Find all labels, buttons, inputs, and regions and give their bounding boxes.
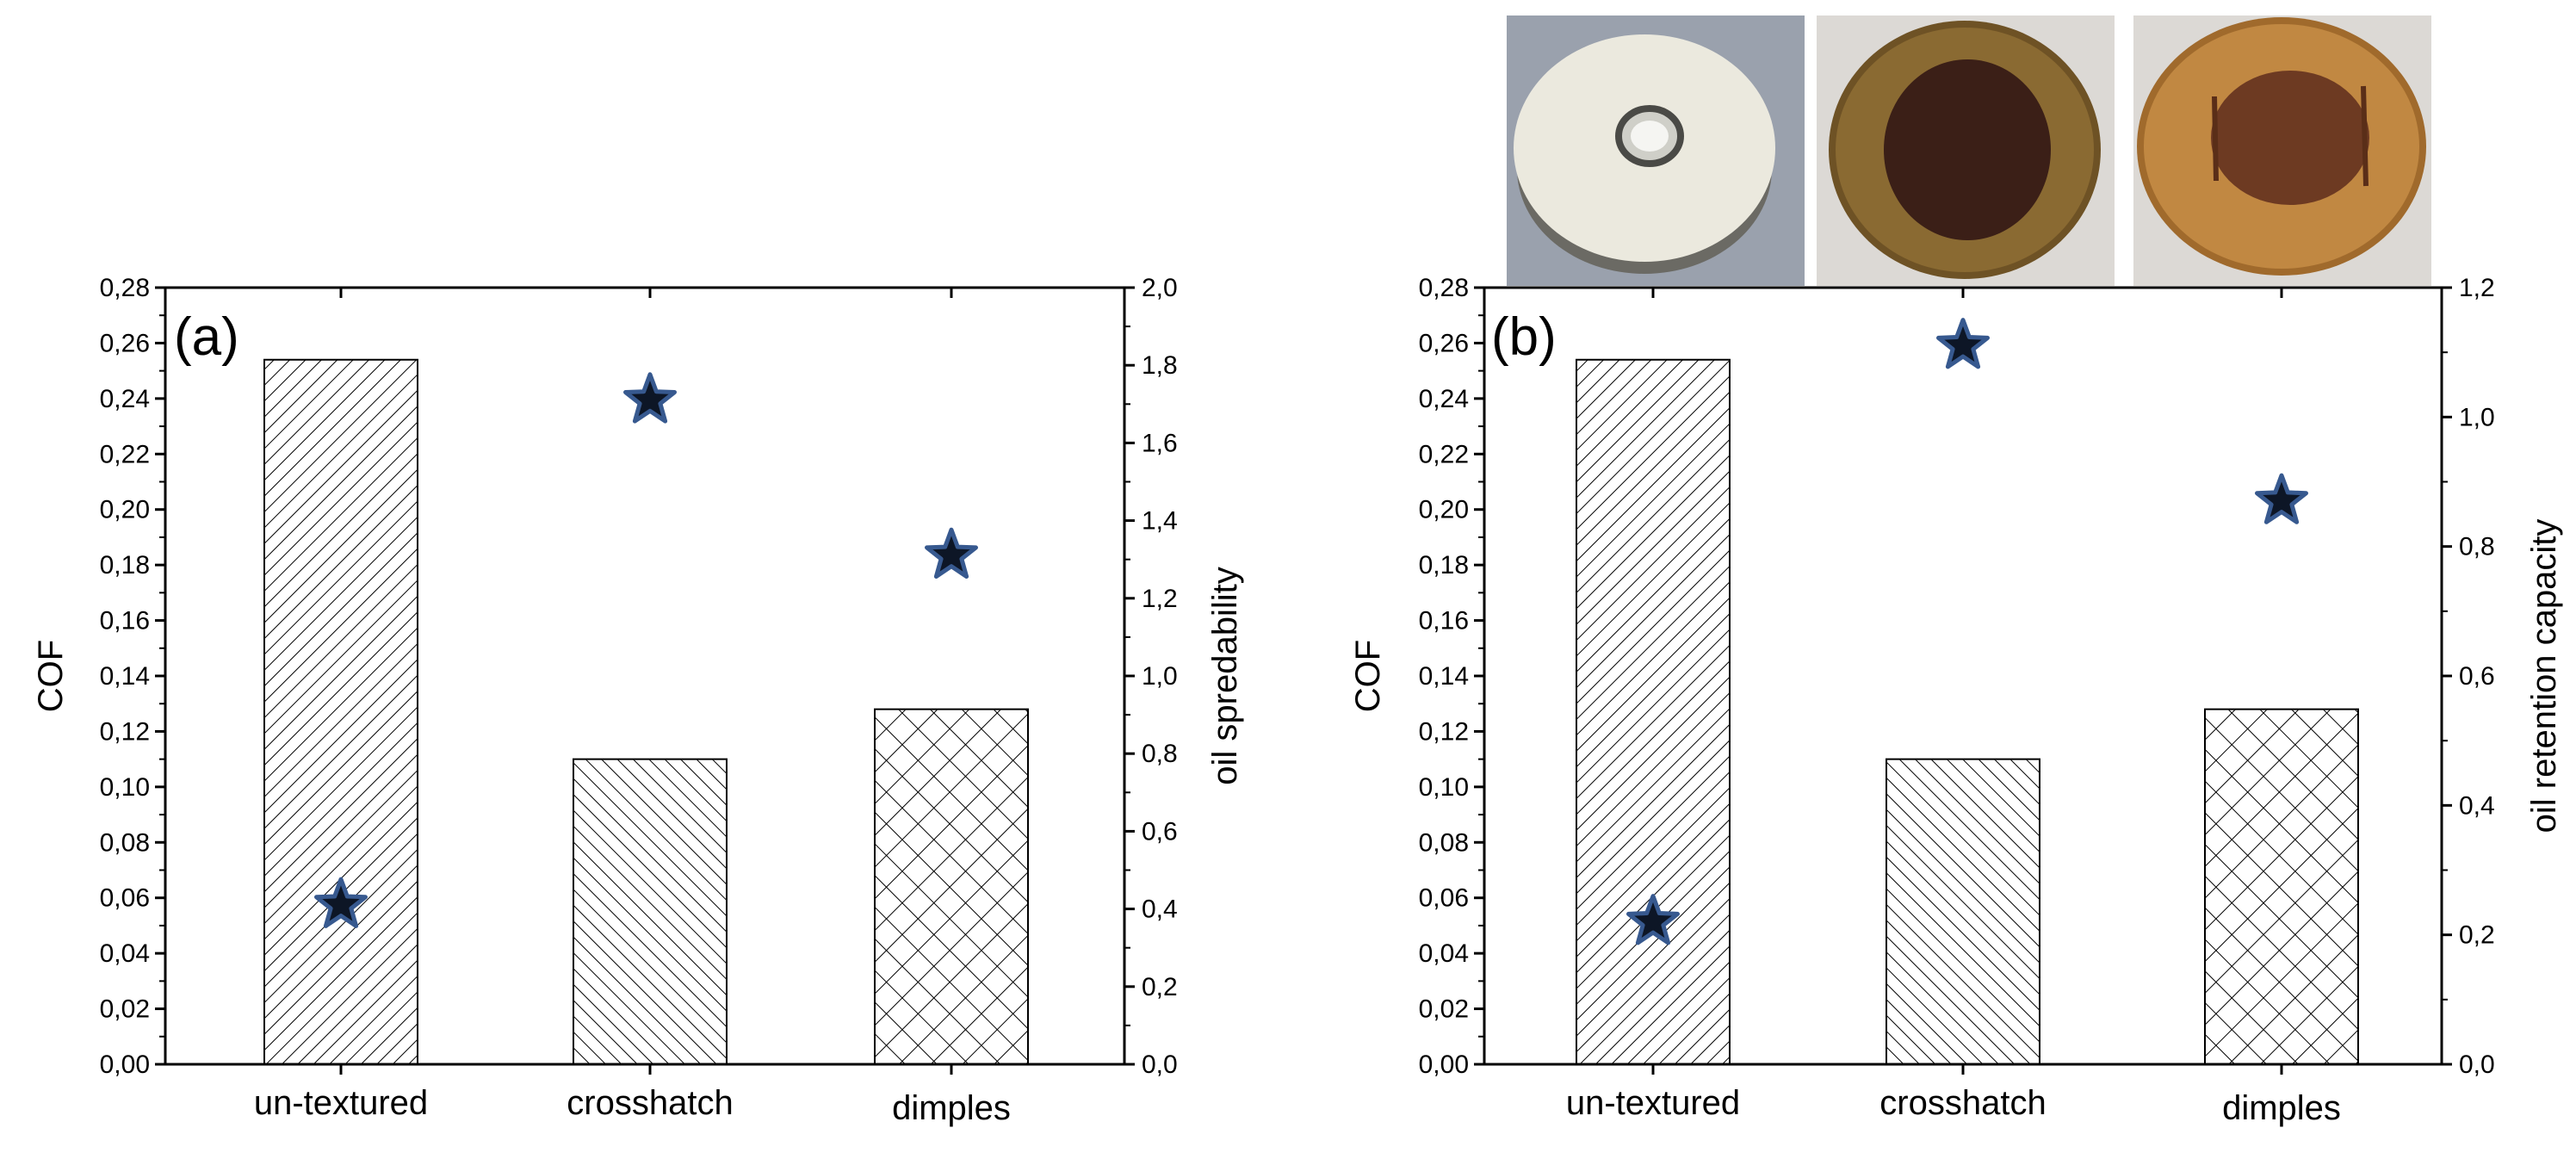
ytick-label-a-10: 0,20 [100, 496, 150, 524]
photo-un-textured [1507, 15, 1805, 286]
y2tick-label-b-1: 0,2 [2459, 921, 2495, 950]
chart-b-panel-label: (b) [1491, 307, 1557, 367]
y2tick-label-a-10: 2,0 [1142, 274, 1178, 302]
ytick-label-b-8: 0,16 [1419, 607, 1469, 635]
y2tick-label-a-4: 0,8 [1142, 740, 1178, 768]
ytick-label-b-14: 0,28 [1419, 274, 1469, 302]
category-label-a-0: un-textured [254, 1084, 428, 1122]
bar-a-dimples [874, 708, 1029, 1066]
y2tick-label-a-3: 0,6 [1142, 817, 1178, 846]
bar-b-dimples [2204, 708, 2359, 1066]
y2tick-label-b-5: 1,0 [2459, 403, 2495, 431]
star-point-b-dimples [2255, 473, 2308, 524]
y2tick-label-b-4: 0,8 [2459, 533, 2495, 561]
chart-b-ylabel: COF [1349, 640, 1387, 712]
ytick-label-a-12: 0,24 [100, 385, 150, 413]
chart-a-y2label: oil spredability [1206, 567, 1244, 784]
ytick-label-a-2: 0,04 [100, 939, 150, 968]
ytick-label-b-2: 0,04 [1419, 939, 1469, 968]
y2tick-label-a-7: 1,4 [1142, 507, 1178, 536]
ytick-label-a-6: 0,12 [100, 717, 150, 746]
star-point-b-crosshatch [1936, 318, 1990, 369]
y2tick-label-b-0: 0,0 [2459, 1051, 2495, 1079]
ytick-label-b-5: 0,10 [1419, 773, 1469, 802]
y2tick-label-a-5: 1,0 [1142, 662, 1178, 691]
category-label-a-2: dimples [892, 1089, 1011, 1127]
ytick-label-a-4: 0,08 [100, 828, 150, 857]
y2tick-label-b-6: 1,2 [2459, 274, 2495, 302]
ytick-label-a-9: 0,18 [100, 551, 150, 580]
chart-a-ticks: 0,00 0,02 0,04 0,06 0,08 0,10 0,12 0,14 0,16 0,18… [100, 274, 1178, 1127]
ytick-label-a-8: 0,16 [100, 607, 150, 635]
category-label-b-1: crosshatch [1879, 1084, 2046, 1122]
y2tick-label-b-3: 0,6 [2459, 662, 2495, 691]
bar-b-un-textured [1576, 358, 1731, 1065]
ytick-label-a-0: 0,00 [100, 1051, 150, 1079]
ytick-label-b-3: 0,06 [1419, 884, 1469, 913]
ytick-label-a-14: 0,28 [100, 274, 150, 302]
ytick-label-a-13: 0,26 [100, 329, 150, 357]
ytick-label-b-10: 0,20 [1419, 496, 1469, 524]
y2tick-label-b-2: 0,4 [2459, 791, 2495, 820]
star-point-a-crosshatch [623, 372, 677, 424]
ytick-label-b-9: 0,18 [1419, 551, 1469, 580]
category-label-a-1: crosshatch [567, 1084, 733, 1122]
category-label-b-2: dimples [2222, 1089, 2341, 1127]
ytick-label-a-11: 0,22 [100, 440, 150, 468]
photo-strip [1507, 15, 2431, 286]
y2tick-label-a-1: 0,2 [1142, 973, 1178, 1001]
y2tick-label-a-9: 1,8 [1142, 351, 1178, 380]
ytick-label-a-7: 0,14 [100, 662, 150, 691]
star-point-b-un-textured [1626, 894, 1680, 945]
ytick-label-b-6: 0,12 [1419, 717, 1469, 746]
y2tick-label-a-0: 0,0 [1142, 1051, 1178, 1079]
ytick-label-a-1: 0,02 [100, 995, 150, 1024]
star-point-a-un-textured [314, 877, 368, 928]
photo-dimples [2133, 15, 2431, 286]
chart-b-ticks: 0,00 0,02 0,04 0,06 0,08 0,10 0,12 0,14 0,16 0,18… [1419, 274, 2495, 1127]
ytick-label-b-11: 0,22 [1419, 440, 1469, 468]
ytick-label-b-1: 0,02 [1419, 995, 1469, 1024]
star-point-a-dimples [925, 527, 978, 579]
ytick-label-b-12: 0,24 [1419, 385, 1469, 413]
chart-panel-a: 0,00 0,02 0,04 0,06 0,08 0,10 0,12 0,14 0,16 0,18… [32, 274, 1244, 1127]
category-label-b-0: un-textured [1566, 1084, 1740, 1122]
y2tick-label-a-8: 1,6 [1142, 429, 1178, 457]
chart-a-marks [263, 358, 1029, 1066]
bar-a-crosshatch [573, 758, 728, 1066]
y2tick-label-a-2: 0,4 [1142, 896, 1178, 924]
bar-b-crosshatch [1886, 758, 2040, 1066]
y2tick-label-a-6: 1,2 [1142, 585, 1178, 613]
ytick-label-b-4: 0,08 [1419, 828, 1469, 857]
chart-b-marks [1576, 318, 2359, 1066]
bar-a-un-textured [263, 358, 418, 1065]
ytick-label-a-3: 0,06 [100, 884, 150, 913]
ytick-label-b-7: 0,14 [1419, 662, 1469, 691]
ytick-label-b-13: 0,26 [1419, 329, 1469, 357]
chart-panel-b: 0,00 0,02 0,04 0,06 0,08 0,10 0,12 0,14 0,16 0,18… [1349, 274, 2563, 1127]
chart-a-panel-label: (a) [174, 307, 239, 367]
chart-b-y2label: oil retention capacity [2525, 519, 2563, 834]
ytick-label-b-0: 0,00 [1419, 1051, 1469, 1079]
ytick-label-a-5: 0,10 [100, 773, 150, 802]
photo-crosshatch [1817, 15, 2115, 286]
chart-a-ylabel: COF [32, 640, 70, 712]
